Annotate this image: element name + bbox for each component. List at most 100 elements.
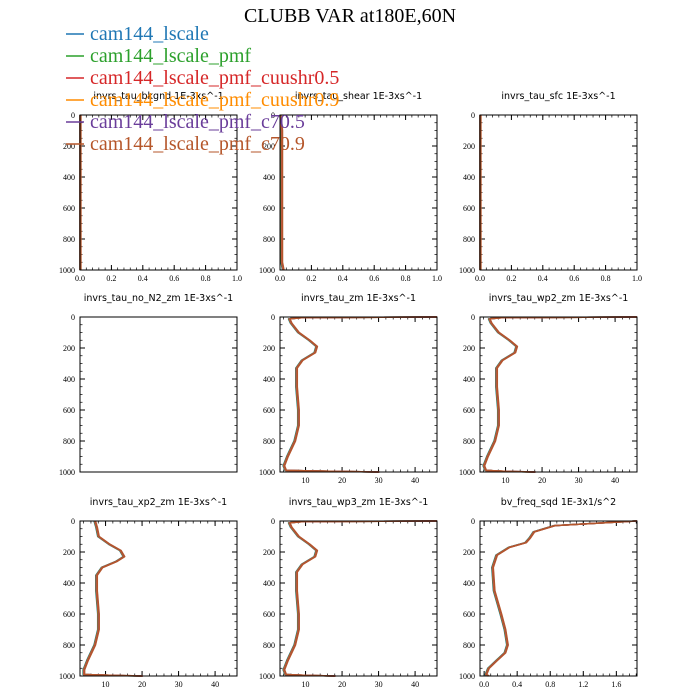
series-line <box>482 316 637 473</box>
x-tick-label: 20 <box>338 476 346 485</box>
x-tick-label: 20 <box>138 680 146 689</box>
panel-title: invrs_tau_no_N2_zm 1E-3xs^-1 <box>84 293 233 304</box>
y-tick-label: 600 <box>63 204 75 213</box>
y-tick-label: 400 <box>263 375 275 384</box>
y-tick-label: 400 <box>63 375 75 384</box>
series-line <box>282 520 437 677</box>
y-tick-label: 400 <box>463 173 475 182</box>
y-tick-label: 800 <box>63 235 75 244</box>
series-line <box>485 520 638 677</box>
x-tick-label: 0.0 <box>75 274 85 283</box>
y-tick-label: 400 <box>63 173 75 182</box>
y-tick-label: 400 <box>63 579 75 588</box>
series-line <box>282 316 437 473</box>
x-tick-label: 0.0 <box>475 274 485 283</box>
legend-label: cam144_lscale <box>90 23 209 45</box>
y-tick-label: 400 <box>263 173 275 182</box>
figure-title: CLUBB VAR at180E,60N <box>244 5 456 27</box>
panel-frame <box>479 520 638 677</box>
panel-title: invrs_tau_shear 1E-3xs^-1 <box>295 91 422 102</box>
panel-title: bv_freq_sqd 1E-3x1/s^2 <box>501 497 616 508</box>
y-tick-label: 0 <box>71 313 75 322</box>
x-tick-label: 0.8 <box>401 274 411 283</box>
y-tick-label: 600 <box>463 406 475 415</box>
y-tick-label: 0 <box>271 313 275 322</box>
x-tick-label: 1.0 <box>232 274 242 283</box>
y-tick-label: 800 <box>263 437 275 446</box>
panel-title: invrs_tau_zm 1E-3xs^-1 <box>301 293 416 304</box>
y-tick-label: 0 <box>71 517 75 526</box>
y-tick-label: 1000 <box>259 266 275 275</box>
panel: invrs_tau_zm 1E-3xs^-1 0 200 400 600 800 1000 1… <box>259 293 438 485</box>
panel-frame <box>79 316 238 473</box>
x-tick-label: 10 <box>502 476 510 485</box>
series-line <box>283 520 438 677</box>
y-tick-label: 0 <box>471 517 475 526</box>
y-tick-label: 800 <box>63 641 75 650</box>
y-tick-label: 0 <box>471 313 475 322</box>
y-tick-label: 200 <box>63 548 75 557</box>
x-tick-label: 0.2 <box>306 274 316 283</box>
x-tick-label: 20 <box>538 476 546 485</box>
series-line <box>282 520 437 677</box>
panel-title: invrs_tau_wp3_zm 1E-3xs^-1 <box>289 497 429 508</box>
panel-title: invrs_tau_bkgnd 1E-3xs^-1 <box>93 91 223 102</box>
y-tick-label: 800 <box>63 437 75 446</box>
legend-label: cam144_lscale_pmf <box>90 45 251 67</box>
panel: invrs_tau_wp2_zm 1E-3xs^-1 0 200 400 600 800 1… <box>459 293 638 485</box>
series-line <box>283 520 438 677</box>
x-tick-label: 1.0 <box>632 274 642 283</box>
y-tick-label: 200 <box>463 142 475 151</box>
y-tick-label: 1000 <box>459 672 475 681</box>
x-tick-label: 0.8 <box>545 680 555 689</box>
y-tick-label: 200 <box>263 548 275 557</box>
y-tick-label: 200 <box>263 142 275 151</box>
panel-frame <box>279 316 438 473</box>
y-tick-label: 600 <box>263 204 275 213</box>
y-tick-label: 200 <box>463 548 475 557</box>
y-tick-label: 600 <box>463 204 475 213</box>
panels: invrs_tau_bkgnd 1E-3xs^-1020040060080010… <box>59 91 642 689</box>
x-tick-label: 0.2 <box>506 274 516 283</box>
panel-frame <box>479 316 638 473</box>
y-tick-label: 800 <box>463 235 475 244</box>
x-tick-label: 0.6 <box>569 274 579 283</box>
panel-title: invrs_tau_xp2_zm 1E-3xs^-1 <box>90 497 227 508</box>
x-tick-label: 1.6 <box>611 680 621 689</box>
y-tick-label: 0 <box>71 111 75 120</box>
y-tick-label: 600 <box>63 406 75 415</box>
series-line <box>483 316 638 473</box>
y-tick-label: 1000 <box>59 672 75 681</box>
y-tick-label: 1000 <box>59 266 75 275</box>
series-line <box>83 520 143 677</box>
panel-frame <box>279 114 438 271</box>
x-tick-label: 40 <box>211 680 219 689</box>
panel-title: invrs_tau_sfc 1E-3xs^-1 <box>501 91 615 102</box>
panel: invrs_tau_sfc 1E-3xs^-1 0 200 400 600 800 1000… <box>459 91 642 283</box>
panel: invrs_tau_shear 1E-3xs^-1 0 200 400 600 800 10… <box>259 91 442 283</box>
y-tick-label: 200 <box>63 142 75 151</box>
x-tick-label: 0.4 <box>138 274 148 283</box>
x-tick-label: 40 <box>411 476 419 485</box>
y-tick-label: 600 <box>463 610 475 619</box>
legend-label: cam144_lscale_pmf_cuushr0.5 <box>90 67 339 89</box>
panel: invrs_tau_xp2_zm 1E-3xs^-1 0 200 400 600 800 1… <box>59 497 238 689</box>
y-tick-label: 800 <box>463 641 475 650</box>
x-tick-label: 1.0 <box>432 274 442 283</box>
y-tick-label: 600 <box>263 406 275 415</box>
panel: invrs_tau_wp3_zm 1E-3xs^-1 0 200 400 600 800 1… <box>259 497 438 689</box>
x-tick-label: 0.2 <box>106 274 116 283</box>
series-line <box>483 316 638 473</box>
y-tick-label: 400 <box>463 375 475 384</box>
panel: bv_freq_sqd 1E-3x1/s^2 0 200 400 600 800 1000 0… <box>459 497 638 689</box>
y-tick-label: 800 <box>263 641 275 650</box>
series-line <box>283 316 438 473</box>
x-tick-label: 10 <box>102 680 110 689</box>
x-tick-label: 0.0 <box>479 680 489 689</box>
series-line <box>280 114 285 271</box>
x-tick-label: 30 <box>375 476 383 485</box>
legend: cam144_lscalecam144_lscale_pmfcam144_lsc… <box>66 23 339 155</box>
y-tick-label: 1000 <box>259 672 275 681</box>
legend-label: cam144_lscale_pmf_cuushr0.9 <box>90 89 339 111</box>
panel-frame <box>279 520 438 677</box>
